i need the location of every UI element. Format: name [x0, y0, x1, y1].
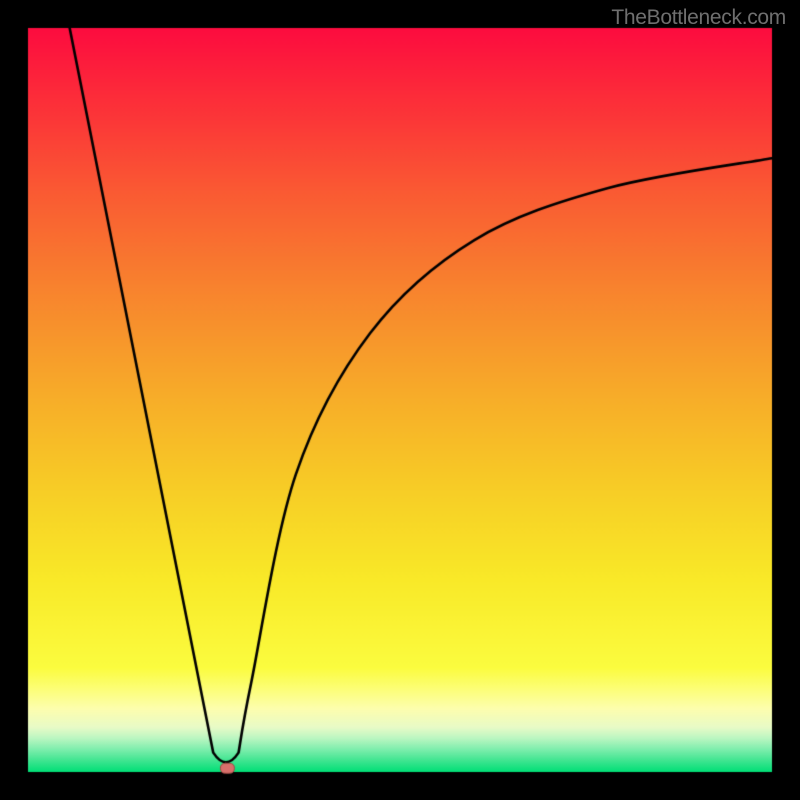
watermark-label: TheBottleneck.com	[611, 6, 786, 30]
figure-root: TheBottleneck.com	[0, 0, 800, 800]
bottleneck-chart-canvas	[0, 0, 800, 800]
